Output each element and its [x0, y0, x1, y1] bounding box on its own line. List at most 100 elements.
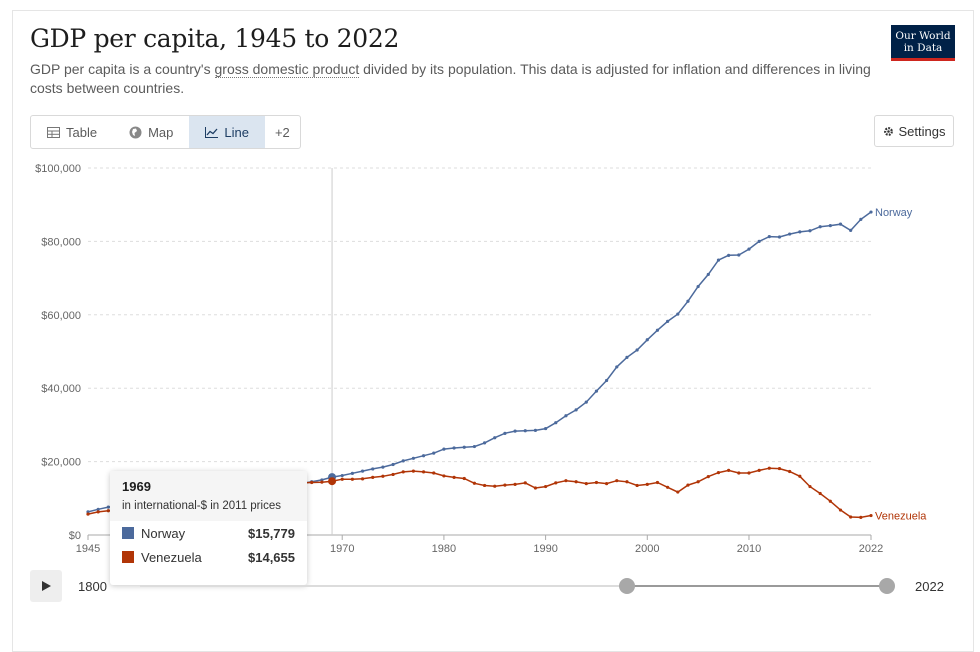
data-point — [727, 468, 731, 473]
data-point — [828, 224, 832, 228]
data-point — [818, 491, 822, 496]
tooltip-year: 1969 — [122, 479, 151, 494]
data-point — [106, 509, 110, 513]
data-point — [503, 431, 507, 435]
data-point — [666, 319, 670, 324]
x-tick-label: 2022 — [859, 543, 883, 555]
data-point — [432, 451, 436, 455]
data-point — [645, 338, 649, 342]
timeline-end-handle[interactable] — [879, 578, 895, 594]
y-tick-label: $20,000 — [41, 457, 81, 469]
play-button[interactable] — [30, 570, 62, 602]
data-point — [757, 468, 761, 473]
data-point — [421, 454, 426, 458]
data-point — [716, 471, 721, 475]
data-point — [605, 482, 609, 486]
data-point — [533, 428, 538, 433]
tab-more[interactable]: +2 — [274, 124, 290, 140]
data-point — [503, 483, 507, 487]
data-point — [432, 471, 436, 475]
timeline: 1800 2022 — [30, 570, 960, 602]
data-point — [615, 479, 619, 483]
x-tick-label: 1990 — [533, 543, 557, 555]
data-point — [543, 484, 548, 489]
tab-table-label: Table — [66, 124, 98, 140]
norway-swatch — [122, 527, 134, 539]
data-point — [869, 513, 873, 518]
data-point — [798, 474, 802, 478]
data-point — [859, 217, 863, 221]
venezuela-swatch — [122, 551, 134, 563]
data-point — [574, 480, 578, 484]
data-point — [788, 469, 792, 474]
settings-label: Settings — [898, 123, 946, 139]
page-title: GDP per capita, 1945 to 2022 — [30, 24, 400, 53]
data-point — [310, 480, 314, 485]
data-point — [411, 456, 416, 460]
data-point — [706, 475, 710, 479]
data-point — [564, 414, 568, 418]
data-point — [564, 479, 568, 483]
data-point — [798, 230, 802, 234]
data-point — [635, 483, 639, 488]
data-point — [482, 441, 487, 445]
x-tick-label: 1980 — [432, 543, 456, 555]
data-point — [360, 469, 365, 473]
data-point — [472, 481, 477, 485]
tab-map[interactable]: Map — [113, 116, 189, 148]
owid-logo[interactable]: Our World in Data — [891, 25, 955, 61]
y-tick-label: $0 — [69, 530, 81, 542]
chart-subtitle: GDP per capita is a country's gross dome… — [30, 60, 880, 98]
data-point — [371, 475, 375, 479]
tooltip-unit: in international-$ in 2011 prices — [122, 500, 281, 512]
line-chart-icon — [205, 126, 219, 138]
settings-button[interactable]: Settings — [874, 115, 954, 147]
y-tick-label: $100,000 — [35, 163, 81, 175]
data-point — [523, 429, 527, 433]
data-point — [482, 483, 487, 488]
tab-line[interactable]: Line — [189, 116, 265, 148]
tooltip-name: Venezuela — [141, 549, 202, 565]
logo-line-2: in Data — [903, 42, 943, 54]
timeline-start-label: 1800 — [78, 579, 107, 594]
tab-map-label: Map — [148, 124, 174, 140]
data-point — [371, 467, 375, 471]
data-point — [849, 228, 853, 232]
data-point — [350, 477, 354, 481]
data-point — [320, 480, 324, 484]
data-point — [391, 462, 395, 467]
data-point — [747, 471, 751, 475]
hover-tooltip: 1969 in international-$ in 2011 prices N… — [110, 471, 307, 585]
gdp-definition-link[interactable]: gross domestic product — [214, 61, 360, 78]
globe-icon — [129, 126, 142, 138]
tooltip-name: Norway — [141, 525, 186, 541]
timeline-start-handle[interactable] — [619, 578, 635, 594]
y-tick-label: $60,000 — [41, 310, 81, 322]
tab-line-label: Line — [224, 124, 249, 140]
data-point — [391, 472, 395, 477]
data-point — [584, 482, 588, 486]
timeline-track[interactable] — [140, 585, 890, 587]
x-tick-label: 1970 — [330, 543, 354, 555]
subtitle-text-end: divided by its population. This data is … — [30, 61, 871, 96]
data-point — [96, 507, 100, 511]
series-line-norway — [87, 211, 872, 513]
data-point — [859, 515, 863, 519]
tab-table[interactable]: Table — [31, 116, 113, 148]
data-point — [788, 232, 792, 236]
data-point — [716, 258, 721, 262]
data-point — [574, 408, 578, 412]
data-point — [442, 474, 446, 478]
data-point — [493, 484, 497, 488]
data-point — [421, 470, 426, 474]
data-point — [106, 505, 110, 509]
data-point — [838, 508, 843, 512]
data-point — [554, 421, 558, 425]
data-point — [818, 225, 822, 229]
data-point — [615, 365, 619, 369]
timeline-selected-range — [627, 585, 887, 587]
data-point — [360, 477, 365, 481]
data-point — [594, 480, 599, 485]
table-icon — [47, 126, 60, 138]
data-point — [340, 477, 344, 481]
